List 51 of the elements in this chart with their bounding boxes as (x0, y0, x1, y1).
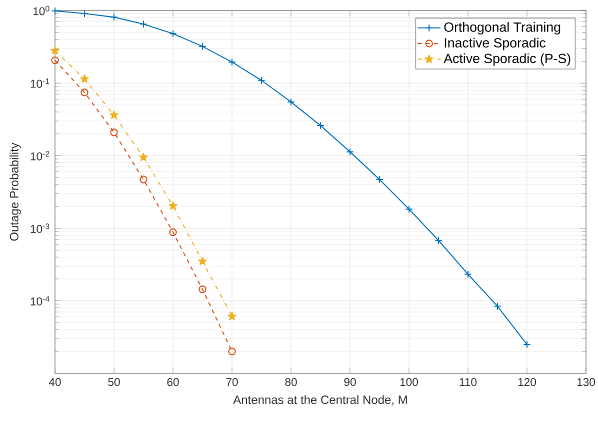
point (523, 340, 531, 348)
point (168, 201, 178, 210)
point (346, 148, 354, 156)
y-tick-label: 10$^{-3}$ (30, 224, 50, 233)
point (51, 6, 59, 15)
point (287, 98, 295, 106)
point (80, 74, 89, 83)
point (110, 110, 118, 119)
point (228, 348, 236, 356)
point (494, 302, 502, 310)
legend-label: Orthogonal Training (444, 22, 560, 34)
point (198, 285, 206, 294)
x-tick-label: 40 (48, 378, 61, 386)
point (140, 20, 148, 28)
point (140, 176, 148, 184)
point (50, 46, 60, 55)
point (228, 58, 236, 66)
legend-label: Inactive Sporadic (444, 38, 546, 50)
point (198, 42, 206, 50)
x-tick-label: 110 (460, 378, 477, 386)
x-tick-label: 130 (577, 378, 595, 386)
point (228, 312, 236, 320)
point (316, 122, 324, 130)
point (51, 56, 59, 64)
point (169, 30, 177, 38)
y-tick-label: 10$^{-2}$ (30, 150, 50, 160)
point (139, 152, 148, 162)
point (110, 13, 118, 22)
y-tick-label: 10$^{0}$ (33, 6, 50, 16)
x-tick-label: 50 (108, 378, 120, 386)
point (434, 236, 442, 244)
x-tick-label: 90 (344, 378, 356, 386)
x-tick-label: 60 (167, 378, 179, 386)
y-tick-label: 10$^{-1}$ (30, 78, 50, 88)
x-tick-label: 100 (400, 378, 418, 386)
point (464, 270, 472, 278)
x-tick-label: 120 (518, 378, 536, 386)
point (110, 128, 118, 136)
y-axis-title: Outage Probability (10, 142, 21, 241)
point (169, 228, 177, 236)
point (405, 205, 413, 214)
x-tick-label: 80 (285, 378, 297, 386)
legend-label: Active Sporadic (P-S) (444, 53, 570, 66)
point (80, 88, 88, 96)
point (80, 10, 88, 18)
point (258, 76, 266, 84)
x-tick-label: 70 (226, 378, 238, 386)
x-axis-title: Antennas at the Central Node, M (233, 395, 407, 406)
point (376, 176, 384, 184)
y-tick-label: 10$^{-4}$ (30, 296, 50, 306)
point (198, 256, 207, 266)
